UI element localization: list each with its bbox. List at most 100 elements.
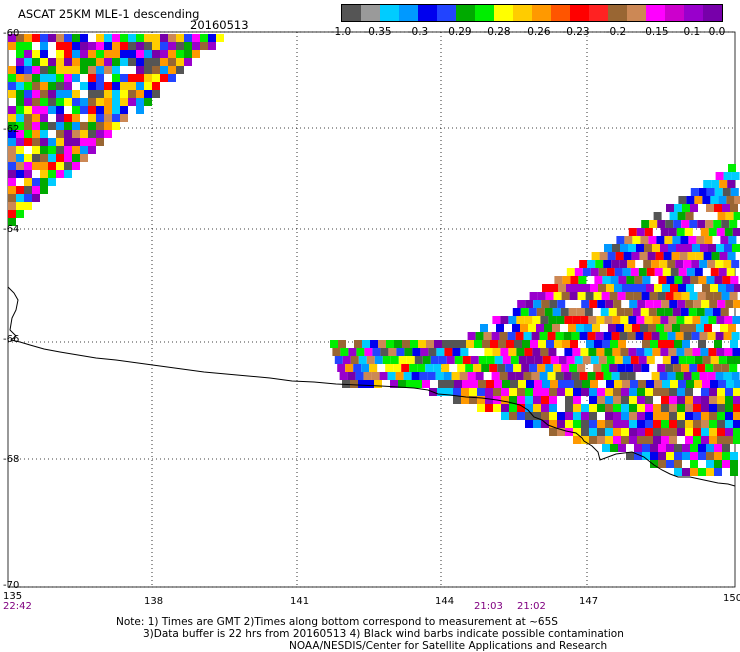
- wind-cell: [682, 444, 690, 452]
- wind-cell: [16, 82, 24, 90]
- wind-cell: [40, 154, 48, 162]
- wind-cell: [500, 316, 509, 324]
- wind-cell: [525, 412, 533, 420]
- wind-cell: [730, 452, 738, 460]
- wind-cell: [112, 90, 120, 98]
- wind-cell: [529, 292, 538, 300]
- wind-cell: [714, 444, 722, 452]
- lat-label-64: -64: [3, 224, 20, 235]
- wind-cell: [645, 404, 653, 412]
- wind-cell: [710, 380, 718, 388]
- wind-cell: [610, 340, 618, 348]
- wind-cell: [602, 340, 610, 348]
- wind-cell: [16, 106, 24, 114]
- wind-cell: [200, 34, 208, 42]
- wind-cell: [725, 412, 733, 420]
- wind-cell: [422, 380, 430, 388]
- wind-cell: [565, 412, 573, 420]
- wind-cell: [662, 268, 671, 276]
- wind-cell: [621, 412, 629, 420]
- wind-cell: [676, 348, 685, 356]
- wind-cell: [40, 130, 48, 138]
- wind-cell: [722, 444, 730, 452]
- wind-cell: [602, 276, 611, 284]
- wind-cell: [16, 34, 24, 42]
- wind-cell: [669, 300, 678, 308]
- wind-cell: [176, 58, 184, 66]
- wind-cell: [682, 204, 690, 212]
- colorbar-segment: [475, 5, 494, 21]
- wind-cell: [675, 372, 684, 380]
- wind-cell: [40, 146, 48, 154]
- lon-label-144: 144: [435, 596, 455, 607]
- wind-cell: [549, 404, 557, 412]
- wind-cell: [669, 412, 677, 420]
- wind-cell: [152, 42, 160, 50]
- wind-cell: [611, 260, 620, 268]
- wind-cell: [660, 316, 669, 324]
- wind-cell: [104, 66, 112, 74]
- wind-cell: [669, 388, 677, 396]
- wind-cell: [462, 356, 471, 364]
- wind-cell: [683, 260, 692, 268]
- wind-cell: [8, 210, 16, 218]
- wind-cell: [56, 82, 64, 90]
- wind-cell: [208, 42, 216, 50]
- wind-cell: [8, 202, 16, 210]
- wind-cell: [689, 292, 698, 300]
- wind-cell: [556, 316, 565, 324]
- wind-cell: [480, 324, 488, 332]
- wind-cell: [661, 428, 669, 436]
- wind-cell: [16, 42, 24, 50]
- wind-cell: [8, 178, 16, 186]
- wind-cell: [443, 372, 452, 380]
- wind-cell: [80, 66, 88, 74]
- wind-cell: [566, 380, 574, 388]
- wind-cell: [717, 212, 726, 220]
- wind-cell: [112, 58, 120, 66]
- wind-cell: [56, 74, 64, 82]
- wind-cell: [640, 324, 648, 332]
- wind-cell: [363, 372, 372, 380]
- wind-cell: [128, 98, 136, 106]
- wind-cell: [354, 340, 362, 348]
- wind-cell: [640, 308, 649, 316]
- wind-cell: [501, 388, 509, 396]
- wind-cell: [670, 268, 679, 276]
- wind-cell: [573, 420, 581, 428]
- wind-cell: [24, 202, 32, 210]
- wind-cell: [32, 154, 40, 162]
- wind-cell: [136, 34, 144, 42]
- wind-cell: [32, 82, 40, 90]
- wind-cell: [128, 90, 136, 98]
- wind-cell: [701, 436, 709, 444]
- wind-cell: [56, 66, 64, 74]
- wind-cell: [32, 90, 40, 98]
- wind-cell: [685, 436, 693, 444]
- wind-cell: [517, 404, 525, 412]
- wind-cell: [627, 332, 636, 340]
- wind-cell: [674, 444, 682, 452]
- wind-cell: [112, 42, 120, 50]
- wind-cell: [549, 300, 558, 308]
- wind-cell: [684, 244, 692, 252]
- wind-cell: [633, 364, 642, 372]
- wind-cell: [32, 162, 40, 170]
- wind-cell: [722, 188, 731, 196]
- wind-cell: [700, 228, 709, 236]
- wind-cell: [390, 380, 398, 388]
- wind-cell: [692, 316, 701, 324]
- wind-cell: [612, 316, 621, 324]
- wind-cell: [501, 412, 509, 420]
- wind-cell: [678, 380, 686, 388]
- wind-cell: [609, 292, 618, 300]
- wind-cell: [594, 276, 603, 284]
- wind-cell: [32, 106, 40, 114]
- wind-cell: [80, 146, 88, 154]
- wind-cell: [614, 284, 622, 292]
- wind-cell: [492, 348, 501, 356]
- wind-cell: [16, 74, 24, 82]
- wind-cell: [678, 284, 686, 292]
- wind-cell: [722, 276, 731, 284]
- wind-cell: [104, 98, 112, 106]
